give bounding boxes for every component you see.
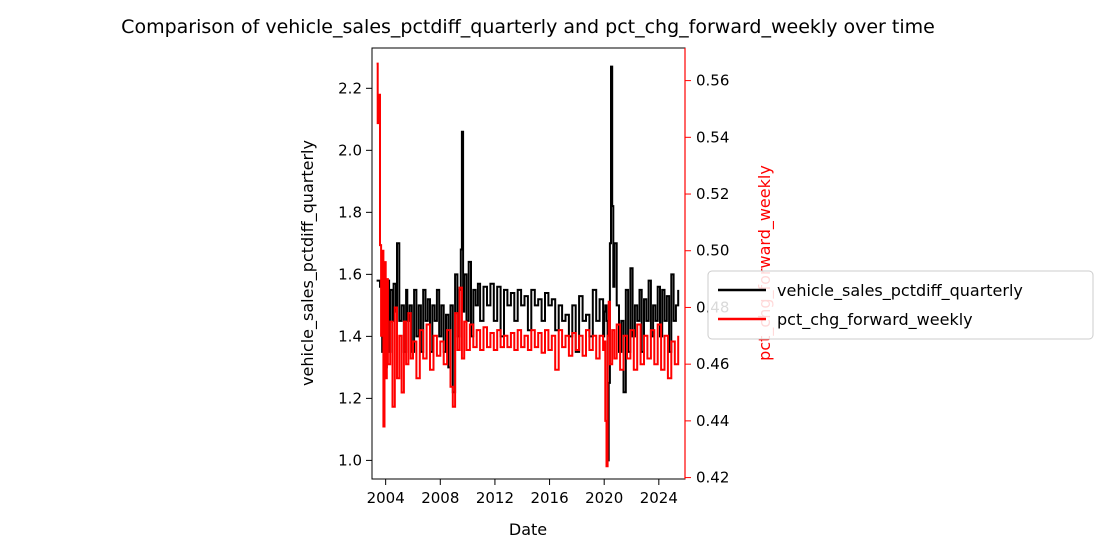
y-right-tick-label-2: 0.46: [696, 355, 729, 373]
x-tick-label-5: 2024: [640, 489, 678, 507]
y-left-tick-label-1: 1.2: [338, 389, 362, 407]
x-tick-label-1: 2008: [421, 489, 459, 507]
series-line-0: [376, 65, 680, 462]
y-right-tick-label-4: 0.50: [696, 242, 729, 260]
legend: vehicle_sales_pctdiff_quarterly pct_chg_…: [707, 270, 1094, 340]
y-axis-left: 1.0 1.2 1.4 1.6 1.8 2.0 2.2: [338, 79, 372, 469]
y-right-tick-label-6: 0.54: [696, 128, 729, 146]
y-left-tick-label-3: 1.6: [338, 265, 362, 283]
x-tick-label-0: 2004: [367, 489, 405, 507]
x-tick-label-4: 2020: [585, 489, 623, 507]
x-axis-label: Date: [509, 520, 547, 539]
y-right-tick-label-5: 0.52: [696, 185, 729, 203]
y-right-tick-label-0: 0.42: [696, 469, 729, 487]
y-right-tick-label-1: 0.44: [696, 412, 729, 430]
y-axis-left-label: vehicle_sales_pctdiff_quarterly: [298, 140, 318, 386]
x-axis: 2004 2008 2012 2016 2020 2024: [367, 479, 678, 507]
y-left-tick-label-6: 2.2: [338, 79, 362, 97]
series-layer: [376, 62, 680, 468]
x-tick-label-3: 2016: [530, 489, 568, 507]
legend-label-vehicle-sales: vehicle_sales_pctdiff_quarterly: [777, 281, 1023, 301]
y-right-tick-label-7: 0.56: [696, 72, 729, 90]
chart-title: Comparison of vehicle_sales_pctdiff_quar…: [121, 16, 935, 38]
y-left-tick-label-4: 1.8: [338, 203, 362, 221]
x-tick-label-2: 2012: [476, 489, 514, 507]
y-left-tick-label-5: 2.0: [338, 141, 362, 159]
legend-box: [707, 270, 1094, 340]
y-left-tick-label-0: 1.0: [338, 451, 362, 469]
y-left-tick-label-2: 1.4: [338, 327, 362, 345]
series-line-1: [376, 62, 680, 468]
plot-area-frame: [371, 47, 686, 480]
legend-label-pct-chg: pct_chg_forward_weekly: [777, 310, 973, 330]
